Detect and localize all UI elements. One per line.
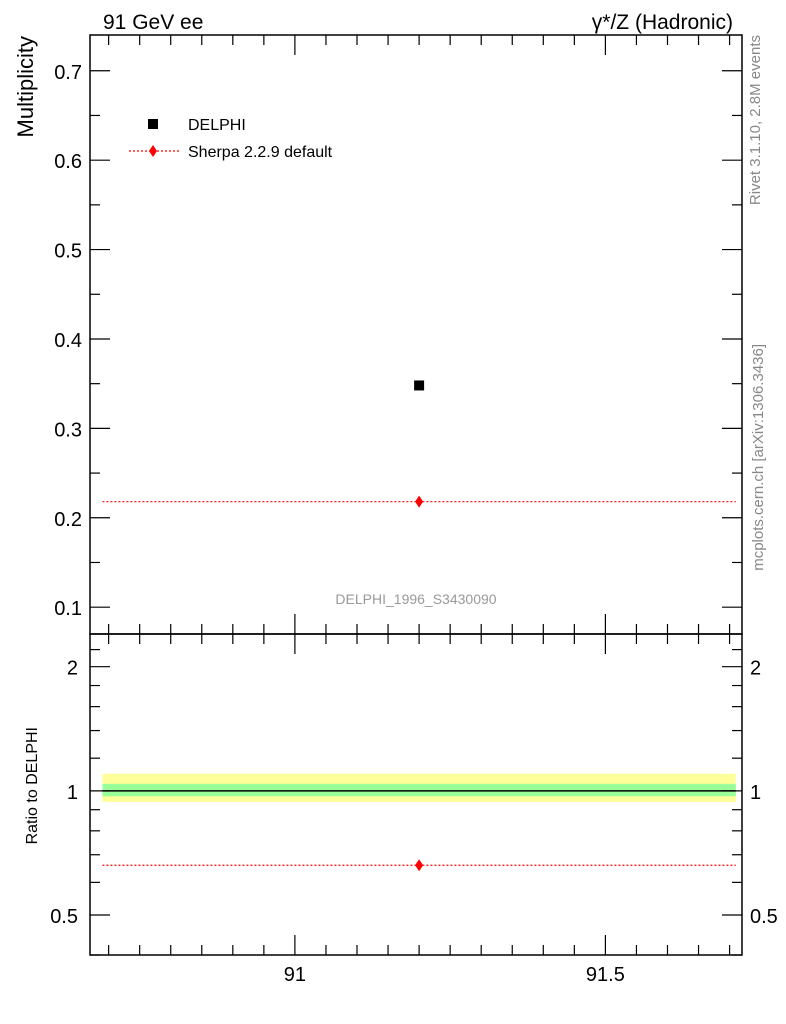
mcplots-reference-label: mcplots.cern.ch [arXiv:1306.3436]	[750, 344, 767, 571]
ratio-y-tick-label-right: 0.5	[750, 906, 778, 928]
ratio-y-tick-label-right: 1	[750, 782, 761, 804]
ratio-y-tick-label-left: 1	[67, 782, 78, 804]
x-tick-label: 91	[284, 964, 306, 986]
main-y-tick-label: 0.4	[54, 330, 82, 352]
main-y-tick-label: 0.7	[54, 62, 82, 84]
ratio-band-inner	[102, 783, 736, 797]
ratio-y-tick-label-left: 0.5	[50, 906, 78, 928]
legend-entry-label: Sherpa 2.2.9 default	[188, 144, 333, 161]
ratio-y-tick-label-right: 2	[750, 658, 761, 680]
main-panel-marks	[102, 380, 736, 508]
legend-data-marker	[148, 119, 158, 129]
mc-point-marker	[415, 495, 424, 508]
legend-entry-label: DELPHI	[188, 117, 246, 134]
mc-ratio-marker	[415, 859, 424, 872]
ratio-panel-frame	[89, 633, 743, 956]
main-y-axis-label: Multiplicity	[13, 36, 38, 137]
main-y-tick-label: 0.3	[54, 419, 82, 441]
legend: DELPHI Sherpa 2.2.9 default	[129, 117, 333, 161]
ratio-panel-marks	[102, 859, 736, 872]
legend-mc-marker	[149, 145, 157, 157]
main-y-tick-label: 0.1	[54, 598, 82, 620]
ratio-uncertainty-bands	[102, 773, 736, 802]
x-tick-label: 91.5	[586, 964, 625, 986]
data-point-marker	[414, 380, 425, 391]
header-right-label: γ*/Z (Hadronic)	[592, 11, 733, 34]
header-left-label: 91 GeV ee	[103, 11, 203, 34]
main-y-tick-label: 0.2	[54, 509, 82, 531]
axis-ticks: 0.1 0.2 0.3 0.4 0.5 0.6 0.7 91 91.5 0.5 0.5 1 1 2 2	[50, 35, 778, 986]
rivet-version-label: Rivet 3.1.10, 2.8M events	[747, 35, 764, 205]
ratio-y-tick-label-left: 2	[67, 658, 78, 680]
main-y-tick-label: 0.6	[54, 151, 82, 173]
main-y-tick-label: 0.5	[54, 241, 82, 263]
ratio-y-axis-label: Ratio to DELPHI	[24, 727, 41, 844]
analysis-watermark: DELPHI_1996_S3430090	[335, 591, 496, 607]
